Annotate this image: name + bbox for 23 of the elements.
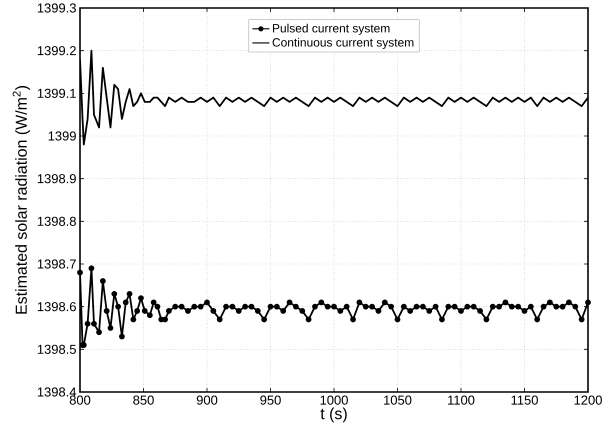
x-tick-label: 1000 — [320, 396, 348, 405]
y-tick-label: 1398.9 — [38, 174, 76, 184]
y-tick-label: 1398.4 — [38, 387, 76, 397]
x-tick-label: 850 — [133, 396, 154, 405]
y-tick-label: 1399.2 — [38, 46, 76, 56]
x-tick-label: 1200 — [574, 396, 602, 405]
y-tick-label: 1398.5 — [38, 344, 76, 354]
x-tick-label: 800 — [70, 396, 90, 405]
y-tick-label: 1399 — [48, 131, 76, 141]
y-tick-label: 1398.7 — [38, 259, 76, 269]
x-tick-label: 1050 — [384, 396, 412, 405]
y-tick-label: 1398.6 — [38, 302, 76, 312]
y-tick-label: 1398.8 — [38, 216, 76, 226]
y-tick-label: 1399.1 — [38, 88, 76, 98]
x-axis-title: t (s) — [320, 408, 347, 422]
y-axis-title: Estimated solar radiation (W/m$^{2}$) — [12, 86, 30, 314]
y-tick-label: 1399.3 — [38, 3, 76, 13]
x-tick-label: 900 — [196, 396, 218, 405]
x-tick-label: 1100 — [448, 396, 474, 405]
legend-label: Pulsed current system — [272, 24, 390, 35]
legend-label: Continuous current system — [272, 38, 414, 50]
x-tick-label: 1150 — [512, 396, 538, 405]
x-tick-label: 950 — [260, 396, 281, 405]
